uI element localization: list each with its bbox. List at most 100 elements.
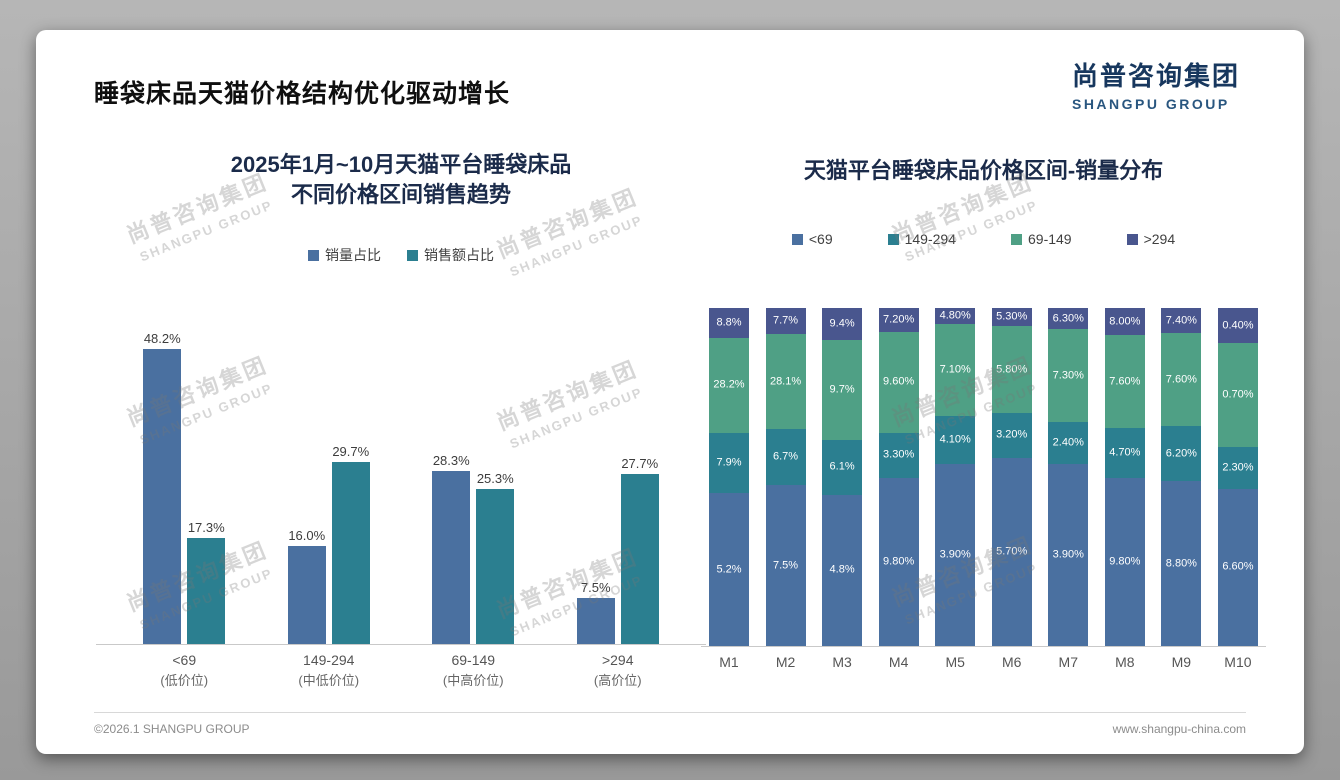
category-sub: (低价位) (160, 673, 209, 688)
bar-segment: 7.60% (1104, 335, 1145, 429)
bar-value-label: 27.7% (621, 456, 659, 471)
segment-label: 3.90% (939, 548, 971, 561)
bar-value-label: 28.3% (432, 453, 470, 468)
segment-label: 7.5% (773, 559, 799, 572)
stacked-bar-chart: 天猫平台睡袋床品价格区间-销量分布 <69 149-294 69-149 >294 5… (701, 158, 1266, 670)
bar-segment: 4.8% (822, 494, 863, 646)
category-label: M1 (719, 654, 739, 670)
segment-label: 7.7% (773, 314, 799, 327)
segment-label: 7.30% (1052, 369, 1084, 381)
segment-label: 0.40% (1222, 319, 1254, 332)
segment-label: 9.80% (1109, 555, 1141, 568)
bar-rect (331, 462, 370, 644)
bar-value-label: 29.7% (332, 444, 370, 459)
segment-label: 2.40% (1052, 436, 1084, 449)
segment-label: 6.1% (829, 460, 855, 473)
legend-item: 69-149 (1011, 231, 1072, 247)
bar-segment: 5.30% (991, 308, 1032, 326)
bar-value-label: 17.3% (187, 520, 225, 535)
bar-rect (476, 489, 515, 644)
bar-group: 28.3% 25.3% (401, 453, 546, 644)
segment-label: 4.80% (939, 309, 971, 322)
bar-segment: 4.80% (935, 308, 976, 325)
bar-segment: 9.60% (878, 332, 919, 433)
category-label: M6 (1002, 654, 1022, 670)
bar-value-label: 48.2% (143, 331, 181, 346)
footer-website: www.shangpu-china.com (1112, 722, 1246, 736)
legend-swatch (887, 233, 899, 245)
category-name: >294 (601, 652, 634, 668)
segment-label: 8.80% (1165, 557, 1197, 570)
legend-label: >294 (1143, 231, 1176, 247)
stacked-bar: 9.80% 3.30% 9.60% 7.20% (878, 308, 919, 646)
legend-label: 销售额占比 (424, 247, 494, 263)
segment-label: 4.8% (829, 563, 855, 576)
segment-label: 2.30% (1222, 461, 1254, 474)
category-label: M4 (888, 654, 909, 670)
bar: 28.3% (432, 453, 471, 644)
right-chart-category-axis: M1 M2 M3 M4 M5 M6 M7 M8 M9 M10 (701, 647, 1266, 670)
segment-label: 6.60% (1222, 560, 1254, 573)
bar-value-label: 16.0% (288, 528, 326, 543)
bar-rect (187, 538, 226, 644)
legend-swatch (791, 233, 803, 245)
bar-segment: 9.4% (822, 308, 863, 340)
bar-segment: 9.7% (822, 339, 863, 441)
segment-label: 6.7% (773, 450, 799, 463)
segment-label: 7.60% (1165, 373, 1197, 386)
logo-text-cn: 尚普咨询集团 (1071, 61, 1240, 91)
bar: 48.2% (143, 331, 182, 644)
segment-label: 4.10% (939, 433, 971, 446)
legend-swatch (407, 249, 418, 261)
bar-segment: 0.40% (1217, 308, 1258, 344)
category-name: <69 (172, 652, 197, 668)
bar-segment: 3.90% (1048, 463, 1089, 646)
segment-label: 6.30% (1052, 312, 1084, 325)
category-name: 149-294 (303, 652, 355, 668)
category-label: M2 (775, 654, 796, 670)
bar-segment: 3.20% (991, 413, 1032, 458)
grouped-bar-chart: 2025年1月~10月天猫平台睡袋床品 不同价格区间销售趋势 销量占比 销售额占比… (96, 150, 706, 689)
segment-label: 8.00% (1109, 315, 1141, 328)
bar-segment: 6.30% (1048, 308, 1089, 330)
stacked-bar: 8.80% 6.20% 7.60% 7.40% (1161, 308, 1202, 646)
footer-copyright: ©2026.1 SHANGPU GROUP (94, 722, 250, 736)
bar-group: 16.0% 29.7% (257, 444, 402, 644)
segment-label: 9.4% (829, 317, 855, 330)
logo-text-en: SHANGPU GROUP (1071, 96, 1230, 112)
bar-value-label: 25.3% (476, 471, 514, 486)
bar-value-label: 7.5% (580, 580, 611, 595)
bar: 27.7% (620, 456, 659, 644)
stacked-bar: 5.2% 7.9% 28.2% 8.8% (709, 308, 749, 646)
category-label: M8 (1115, 654, 1135, 670)
segment-label: 7.40% (1165, 314, 1197, 327)
segment-label: 5.80% (996, 363, 1028, 376)
category-sub: (中低价位) (298, 673, 360, 688)
segment-label: 9.80% (883, 555, 915, 568)
company-logo: 尚普咨询集团 SHANGPU GROUP (1072, 56, 1240, 112)
category-label: <69 (低价位) (112, 652, 257, 689)
left-chart-title-line1: 2025年1月~10月天猫平台睡袋床品 (230, 152, 572, 177)
bar-rect (287, 546, 326, 644)
bar-group: 7.5% 27.7% (546, 456, 691, 644)
bar-segment: 7.40% (1161, 308, 1202, 334)
bar-segment: 7.10% (935, 324, 976, 416)
bar: 29.7% (331, 444, 370, 644)
segment-label: 9.7% (829, 383, 855, 396)
segment-label: 5.70% (996, 545, 1028, 558)
category-sub: (高价位) (593, 673, 642, 688)
legend-swatch (1126, 233, 1138, 245)
bar-segment: 8.00% (1104, 308, 1145, 336)
bar-segment: 6.7% (765, 429, 806, 486)
category-label: M7 (1058, 654, 1078, 670)
segment-label: 5.2% (716, 563, 742, 576)
right-chart-legend: <69 149-294 69-149 >294 (701, 230, 1266, 248)
bar-segment: 0.70% (1217, 343, 1258, 447)
legend-label: 149-294 (904, 231, 956, 247)
legend-swatch (308, 249, 319, 261)
stacked-bar: 7.5% 6.7% 28.1% 7.7% (765, 308, 806, 646)
category-label: 149-294 (中低价位) (257, 652, 402, 689)
segment-label: 7.60% (1109, 375, 1141, 388)
page-title: 睡袋床品天猫价格结构优化驱动增长 (94, 80, 511, 108)
bar-segment: 3.30% (878, 432, 919, 478)
